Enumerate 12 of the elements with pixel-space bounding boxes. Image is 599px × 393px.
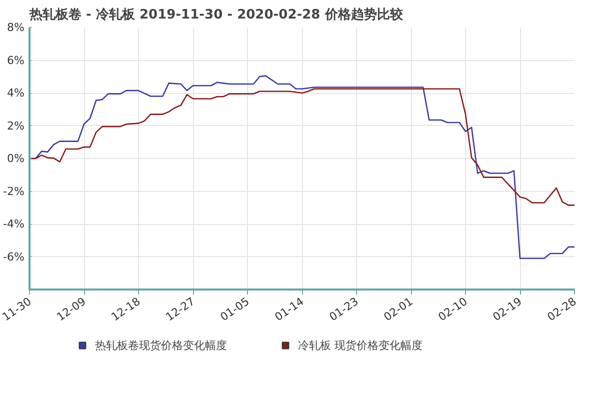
legend-label: 热轧板卷现货价格变化幅度 xyxy=(95,338,227,352)
y-tick-label: 8% xyxy=(7,21,24,34)
line-series xyxy=(30,88,574,206)
y-tick-label: 0% xyxy=(7,152,24,165)
y-tick-label: 4% xyxy=(7,86,24,100)
y-tick-label: 6% xyxy=(7,54,24,67)
y-tick-label: 2% xyxy=(7,119,24,132)
y-tick-label: -4% xyxy=(3,218,24,230)
y-tick-label: -2% xyxy=(3,184,24,198)
y-tick-label: -6% xyxy=(3,250,24,264)
chart-title: 热轧板卷 - 冷轧板 2019-11-30 - 2020-02-28 价格趋势比较 xyxy=(28,6,404,22)
legend-label: 冷轧板 现货价格变化幅度 xyxy=(298,338,422,352)
